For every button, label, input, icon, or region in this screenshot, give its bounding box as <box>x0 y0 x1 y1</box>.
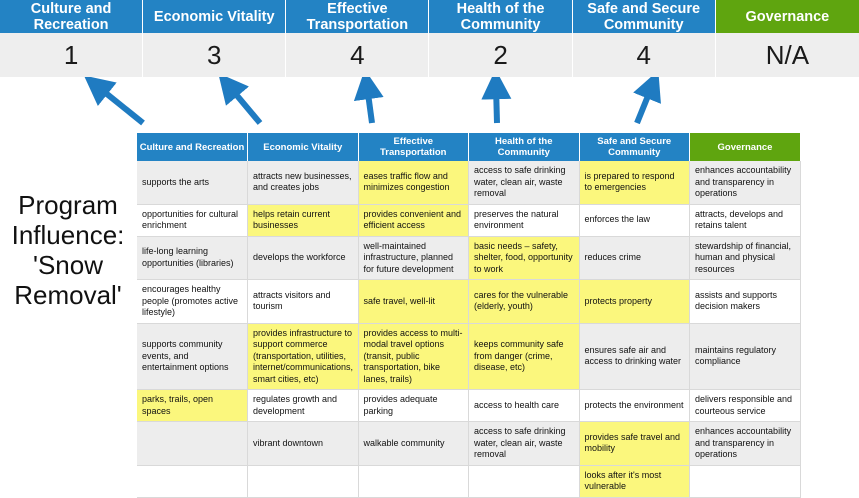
arrow-culture-recreation <box>83 75 145 126</box>
score-banner: 1 3 4 2 4 N/A <box>0 33 859 77</box>
arrow-group <box>83 69 661 126</box>
matrix-row: encourages healthy people (promotes acti… <box>137 279 801 324</box>
matrix-header-4: Safe and Secure Community <box>579 133 690 161</box>
matrix-cell-r5-c3: access to health care <box>468 389 580 422</box>
matrix-header-5: Governance <box>689 133 800 161</box>
matrix-cell-r7-c0 <box>137 465 248 498</box>
matrix-header-3: Health of the Community <box>468 133 580 161</box>
matrix-cell-r6-c1: vibrant downtown <box>247 421 359 466</box>
matrix-header-1: Economic Vitality <box>247 133 359 161</box>
matrix-cell-r4-c3: keeps community safe from danger (crime,… <box>468 323 580 390</box>
matrix-cell-r4-c4: ensures safe air and access to drinking … <box>579 323 690 390</box>
matrix-cell-r7-c4: looks after it's most vulnerable <box>579 465 690 498</box>
matrix-row: vibrant downtown walkable community access… <box>137 421 801 466</box>
matrix-cell-r0-c2: eases traffic flow and minimizes congest… <box>358 161 469 205</box>
matrix-row: supports the arts attracts new businesses… <box>137 161 801 205</box>
banner-category-5[interactable]: Governance <box>715 0 859 33</box>
matrix-cell-r5-c2: provides adequate parking <box>358 389 469 422</box>
banner-score-3: 2 <box>429 33 573 77</box>
arrow-layer <box>0 69 859 132</box>
matrix-cell-r6-c3: access to safe drinking water, clean air… <box>468 421 580 466</box>
banner-category-2[interactable]: Effective Transportation <box>286 0 430 33</box>
matrix-body: supports the arts attracts new businesses… <box>137 161 801 498</box>
matrix-cell-r6-c5: enhances accountability and transparency… <box>689 421 801 466</box>
matrix-cell-r7-c3 <box>468 465 580 498</box>
matrix-cell-r7-c1 <box>247 465 359 498</box>
program-influence-label: Program Influence: 'Snow Removal' <box>11 190 125 310</box>
matrix-cell-r0-c1: attracts new businesses, and creates job… <box>247 161 359 205</box>
matrix-cell-r5-c1: regulates growth and development <box>247 389 359 422</box>
matrix-cell-r0-c4: is prepared to respond to emergencies <box>579 161 690 205</box>
matrix-cell-r4-c1: provides infrastructure to support comme… <box>247 323 359 390</box>
matrix-cell-r2-c2: well-maintained infrastructure, planned … <box>358 236 469 280</box>
matrix-cell-r2-c0: life-long learning opportunities (librar… <box>137 236 248 280</box>
matrix-row: life-long learning opportunities (librar… <box>137 236 801 280</box>
matrix-row: supports community events, and entertain… <box>137 323 801 390</box>
matrix-cell-r2-c3: basic needs – safety, shelter, food, opp… <box>468 236 580 280</box>
matrix-cell-r3-c2: safe travel, well-lit <box>358 279 469 324</box>
arrow-effective-transportation <box>353 69 384 124</box>
matrix-cell-r1-c1: helps retain current businesses <box>247 204 359 237</box>
matrix-cell-r3-c3: cares for the vulnerable (elderly, youth… <box>468 279 580 324</box>
matrix-cell-r0-c0: supports the arts <box>137 161 248 205</box>
matrix-header-2: Effective Transportation <box>358 133 469 161</box>
matrix-cell-r3-c1: attracts visitors and tourism <box>247 279 359 324</box>
matrix-cell-r1-c4: enforces the law <box>579 204 690 237</box>
matrix-row: opportunities for cultural enrichment hel… <box>137 204 801 237</box>
matrix-cell-r5-c4: protects the environment <box>579 389 690 422</box>
banner-category-4[interactable]: Safe and Secure Community <box>572 0 716 33</box>
matrix-cell-r6-c2: walkable community <box>358 421 469 466</box>
banner-score-0: 1 <box>0 33 144 77</box>
matrix-cell-r6-c4: provides safe travel and mobility <box>579 421 690 466</box>
banner-category-3[interactable]: Health of the Community <box>429 0 573 33</box>
matrix-cell-r6-c0 <box>137 421 248 466</box>
matrix-cell-r1-c2: provides convenient and efficient access <box>358 204 469 237</box>
matrix-cell-r0-c3: access to safe drinking water, clean air… <box>468 161 580 205</box>
matrix-cell-r7-c5 <box>689 465 801 498</box>
matrix-cell-r4-c0: supports community events, and entertain… <box>137 323 248 390</box>
banner-score-5: N/A <box>765 39 810 70</box>
matrix-cell-r1-c5: attracts, develops and retains talent <box>689 204 801 237</box>
matrix-row: parks, trails, open spaces regulates grow… <box>137 389 801 422</box>
banner-score-4: 4 <box>573 33 716 77</box>
category-banner: Culture and Recreation Economic Vitality E… <box>0 0 859 33</box>
matrix-cell-r5-c5: delivers responsible and courteous servi… <box>689 389 801 422</box>
matrix-row: looks after it's most vulnerable <box>137 465 801 498</box>
banner-category-1[interactable]: Economic Vitality <box>143 0 287 33</box>
matrix-cell-r0-c5: enhances accountability and transparency… <box>689 161 801 205</box>
matrix-cell-r3-c0: encourages healthy people (promotes acti… <box>137 279 248 324</box>
arrow-economic-vitality <box>218 73 263 125</box>
matrix-cell-r7-c2 <box>358 465 469 498</box>
arrow-safe-and-secure-community <box>633 70 661 125</box>
arrow-health-of-the-community <box>481 69 512 124</box>
matrix-cell-r2-c5: stewardship of financial, human and phys… <box>689 236 801 280</box>
matrix-header-0: Culture and Recreation <box>137 133 248 161</box>
strategic-alignment-matrix: Culture and Recreation Economic Vitality E… <box>137 133 801 498</box>
matrix-cell-r4-c2: provides access to multi-modal travel op… <box>358 323 469 390</box>
matrix-cell-r1-c3: preserves the natural environment <box>468 204 580 237</box>
banner-score-1: 3 <box>143 33 287 77</box>
matrix-cell-r3-c5: assists and supports decision makers <box>689 279 801 324</box>
matrix-cell-r1-c0: opportunities for cultural enrichment <box>137 204 248 237</box>
matrix-cell-r5-c0: parks, trails, open spaces <box>137 389 248 422</box>
banner-score-2: 4 <box>286 33 430 77</box>
matrix-cell-r4-c5: maintains regulatory compliance <box>689 323 801 390</box>
matrix-cell-r2-c1: develops the workforce <box>247 236 359 280</box>
matrix-header-row: Culture and Recreation Economic Vitality E… <box>137 133 800 161</box>
matrix-cell-r3-c4: protects property <box>579 279 690 324</box>
banner-category-0[interactable]: Culture and Recreation <box>0 0 144 33</box>
matrix-cell-r2-c4: reduces crime <box>579 236 690 280</box>
